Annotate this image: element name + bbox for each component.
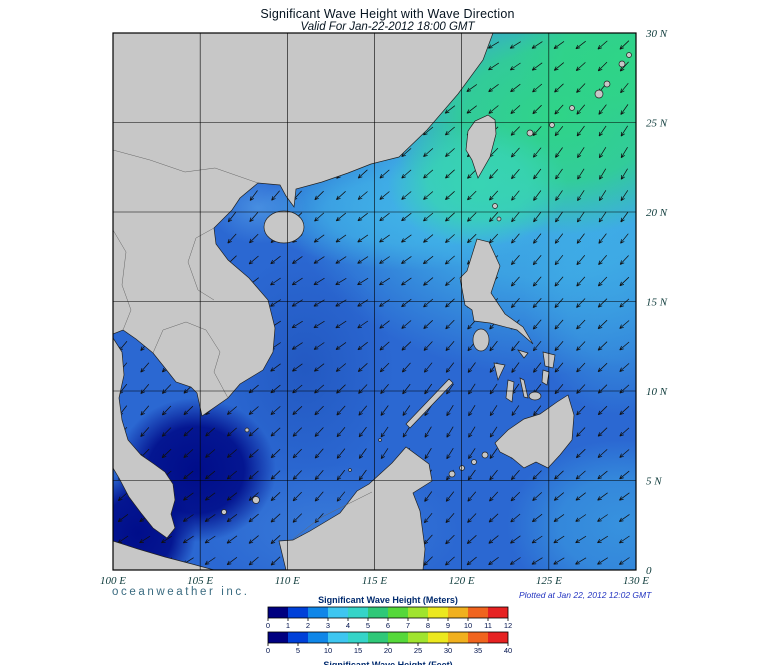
feet-tick-label: 15 (354, 646, 362, 655)
island-natuna (252, 496, 260, 504)
island-babuyan-1 (492, 203, 498, 209)
meters-tick-label: 2 (306, 621, 310, 630)
land-panay (493, 362, 506, 382)
page-subtitle: Valid For Jan-22-2012 18:00 GMT (300, 21, 475, 33)
longitude-axis: 100 E 105 E 110 E 115 E 120 E 125 E 130 E (100, 575, 649, 587)
lon-tick-label: 115 E (362, 575, 387, 587)
land-cebu (519, 377, 529, 399)
lat-tick-label: 5 N (646, 476, 662, 488)
land-mindanao (494, 394, 575, 469)
island-ryukyu-5 (603, 80, 611, 88)
meters-tick-label: 7 (406, 621, 410, 630)
island-sulu-1 (448, 470, 456, 478)
lat-tick-label: 25 N (646, 118, 668, 130)
feet-tick-label: 40 (504, 646, 512, 655)
island-sulu-4 (481, 451, 489, 459)
feet-tick-label: 10 (324, 646, 332, 655)
legend-colorbars: 0 1 2 3 4 5 6 7 8 9 10 11 120 5 10 15 20 25 30 35 40 (266, 606, 512, 655)
lat-tick-label: 10 N (646, 386, 668, 398)
island-ryukyu-4 (594, 89, 604, 99)
lon-tick-label: 120 E (449, 575, 475, 587)
plotted-timestamp: Plotted at Jan 22, 2012 12:02 GMT (519, 590, 652, 600)
page-title: Significant Wave Height with Wave Direct… (260, 7, 515, 21)
island-ryukyu-3 (569, 105, 575, 111)
oceanweather-logo-text: oceanweather inc. (112, 586, 250, 598)
land-sumatra (113, 540, 215, 570)
lon-tick-label: 130 E (623, 575, 649, 587)
land-hainan (263, 210, 305, 244)
feet-tick-label: 35 (474, 646, 482, 655)
legend-meters-title: Significant Wave Height (Meters) (318, 595, 458, 605)
meters-tick-label: 10 (464, 621, 472, 630)
island-ryukyu-2 (549, 122, 555, 128)
land-taiwan (465, 114, 497, 179)
land-borneo (278, 446, 433, 570)
land-mindoro (472, 328, 490, 352)
country-borders (113, 149, 373, 540)
latitude-axis: 30 N 25 N 20 N 15 N 10 N 5 N 0 (645, 28, 668, 577)
meters-tick-label: 1 (286, 621, 290, 630)
feet-tick-label: 20 (384, 646, 392, 655)
lon-tick-label: 110 E (275, 575, 300, 587)
meters-tick-label: 9 (446, 621, 450, 630)
feet-tick-label: 5 (296, 646, 300, 655)
legend-feet-title: Significant Wave Height (Feet) (323, 660, 453, 665)
feet-tick-label: 30 (444, 646, 452, 655)
map-frame (112, 32, 637, 571)
meters-tick-label: 5 (366, 621, 370, 630)
island-ryukyu-6 (618, 60, 626, 68)
lat-tick-label: 20 N (646, 207, 668, 219)
island-babuyan-2 (496, 216, 502, 222)
island-sulu-2 (459, 465, 465, 471)
land-mainland-asia (113, 33, 494, 417)
island-ryukyu-7 (626, 52, 632, 58)
island-con-son (244, 427, 250, 433)
island-spratly-2 (348, 468, 352, 472)
island-anambas (221, 509, 227, 515)
meters-tick-label: 8 (426, 621, 430, 630)
land-leyte (541, 369, 550, 386)
lon-tick-label: 105 E (187, 575, 213, 587)
land-bohol (528, 391, 542, 401)
meters-tick-label: 6 (386, 621, 390, 630)
lat-tick-label: 30 N (645, 28, 668, 40)
meters-tick-label: 3 (326, 621, 330, 630)
meters-tick-label: 0 (266, 621, 270, 630)
island-spratly-1 (378, 438, 382, 442)
island-sulu-3 (471, 459, 477, 465)
island-ryukyu-1 (526, 129, 534, 137)
feet-tick-label: 25 (414, 646, 422, 655)
lon-tick-label: 100 E (100, 575, 126, 587)
meters-tick-label: 11 (484, 621, 492, 630)
land-malay-peninsula (113, 337, 176, 539)
lat-tick-label: 15 N (646, 297, 668, 309)
land-masbate (517, 349, 529, 359)
lon-tick-label: 125 E (536, 575, 562, 587)
meters-tick-label: 12 (504, 621, 512, 630)
meters-tick-label: 4 (346, 621, 350, 630)
lat-tick-label: 0 (646, 565, 652, 577)
feet-tick-label: 0 (266, 646, 270, 655)
